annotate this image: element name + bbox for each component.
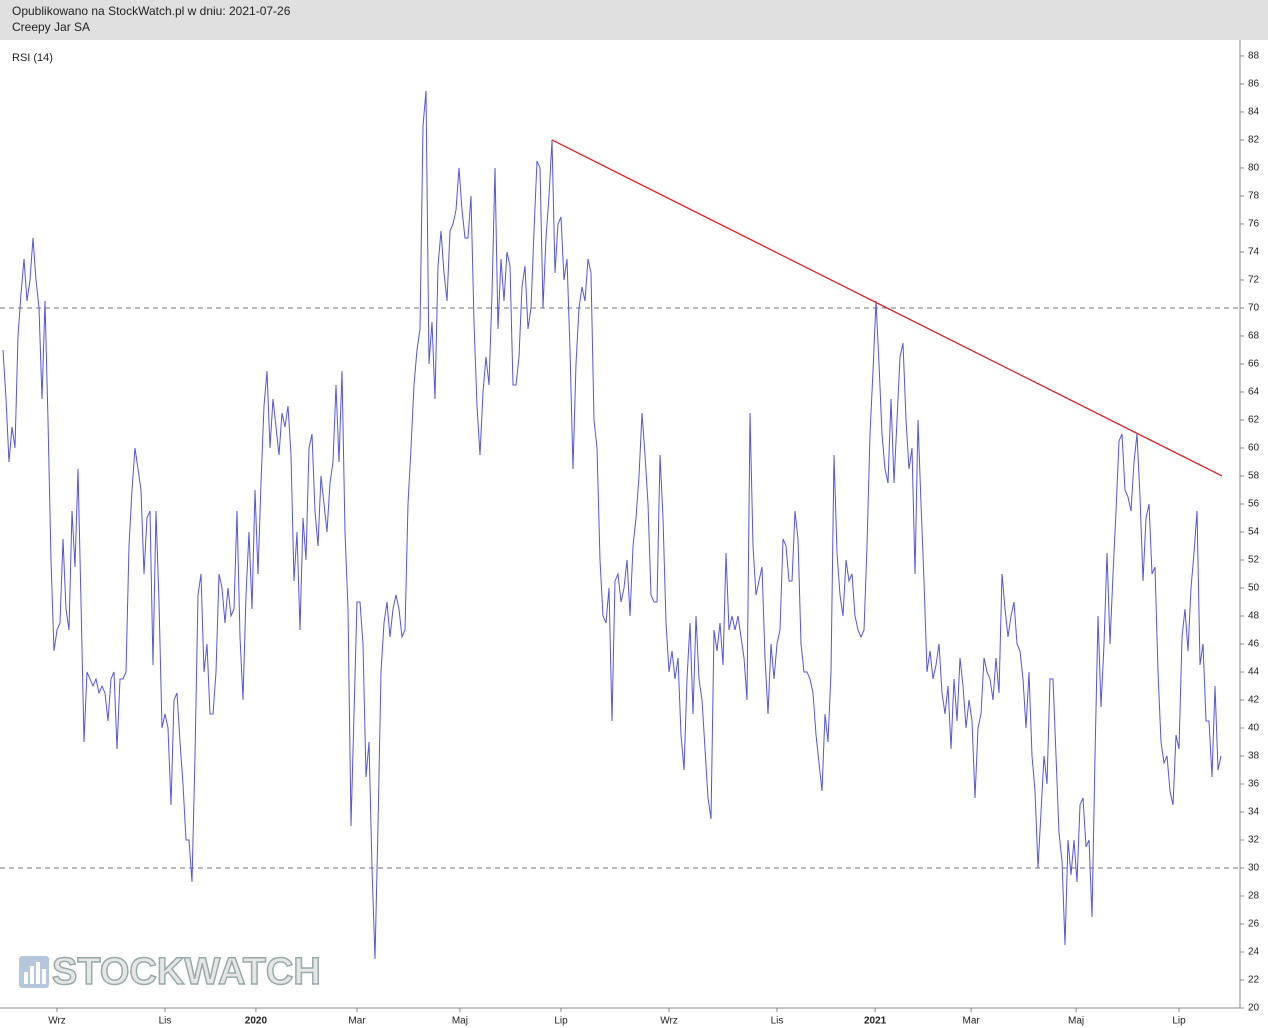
y-tick-label: 42 xyxy=(1248,695,1260,706)
trend-line xyxy=(551,139,1223,477)
y-tick-label: 54 xyxy=(1248,527,1260,538)
x-tick-label: Lis xyxy=(159,1016,172,1027)
y-tick-label: 76 xyxy=(1248,219,1260,230)
y-tick-label: 44 xyxy=(1248,667,1260,678)
y-tick-label: 22 xyxy=(1248,975,1260,986)
y-tick-label: 84 xyxy=(1248,107,1260,118)
y-tick-label: 62 xyxy=(1248,415,1260,426)
x-tick-label: Lip xyxy=(1172,1016,1186,1027)
y-tick-label: 20 xyxy=(1248,1003,1260,1014)
y-tick-label: 50 xyxy=(1248,583,1260,594)
y-tick-label: 86 xyxy=(1248,79,1260,90)
x-tick-label: Maj xyxy=(1068,1016,1084,1027)
y-tick-label: 32 xyxy=(1248,835,1260,846)
y-tick-label: 66 xyxy=(1248,359,1260,370)
y-tick-label: 30 xyxy=(1248,863,1260,874)
y-tick-label: 74 xyxy=(1248,247,1260,258)
y-tick-label: 72 xyxy=(1248,275,1260,286)
header-line: Creepy Jar SA xyxy=(12,20,90,34)
x-tick-label: Lis xyxy=(771,1016,784,1027)
watermark: STOCKWATCH xyxy=(52,951,321,993)
rsi-line xyxy=(2,90,1222,960)
y-tick-label: 70 xyxy=(1248,303,1260,314)
x-tick-label: Maj xyxy=(452,1016,468,1027)
x-tick-label: Wrz xyxy=(48,1016,66,1027)
watermark-icon xyxy=(19,956,49,988)
x-tick-label: Mar xyxy=(348,1016,366,1027)
y-tick-label: 26 xyxy=(1248,919,1260,930)
y-tick-label: 78 xyxy=(1248,191,1260,202)
x-tick-label: 2020 xyxy=(245,1016,268,1027)
y-tick-label: 56 xyxy=(1248,499,1260,510)
y-tick-label: 36 xyxy=(1248,779,1260,790)
y-tick-label: 40 xyxy=(1248,723,1260,734)
x-tick-label: Mar xyxy=(962,1016,980,1027)
y-tick-label: 58 xyxy=(1248,471,1260,482)
x-tick-label: Lip xyxy=(554,1016,568,1027)
y-tick-label: 38 xyxy=(1248,751,1260,762)
header-line: Opublikowano na StockWatch.pl w dniu: 20… xyxy=(12,4,291,18)
y-tick-label: 80 xyxy=(1248,163,1260,174)
indicator-label: RSI (14) xyxy=(12,52,53,64)
y-tick-label: 60 xyxy=(1248,443,1260,454)
y-tick-label: 46 xyxy=(1248,639,1260,650)
x-tick-label: 2021 xyxy=(864,1016,887,1027)
y-tick-label: 24 xyxy=(1248,947,1260,958)
y-tick-label: 64 xyxy=(1248,387,1260,398)
y-tick-label: 68 xyxy=(1248,331,1260,342)
y-tick-label: 88 xyxy=(1248,51,1260,62)
header-band xyxy=(0,0,1268,40)
y-tick-label: 82 xyxy=(1248,135,1260,146)
y-tick-label: 48 xyxy=(1248,611,1260,622)
y-tick-label: 28 xyxy=(1248,891,1260,902)
x-tick-label: Wrz xyxy=(660,1016,678,1027)
y-tick-label: 52 xyxy=(1248,555,1260,566)
y-tick-label: 34 xyxy=(1248,807,1260,818)
